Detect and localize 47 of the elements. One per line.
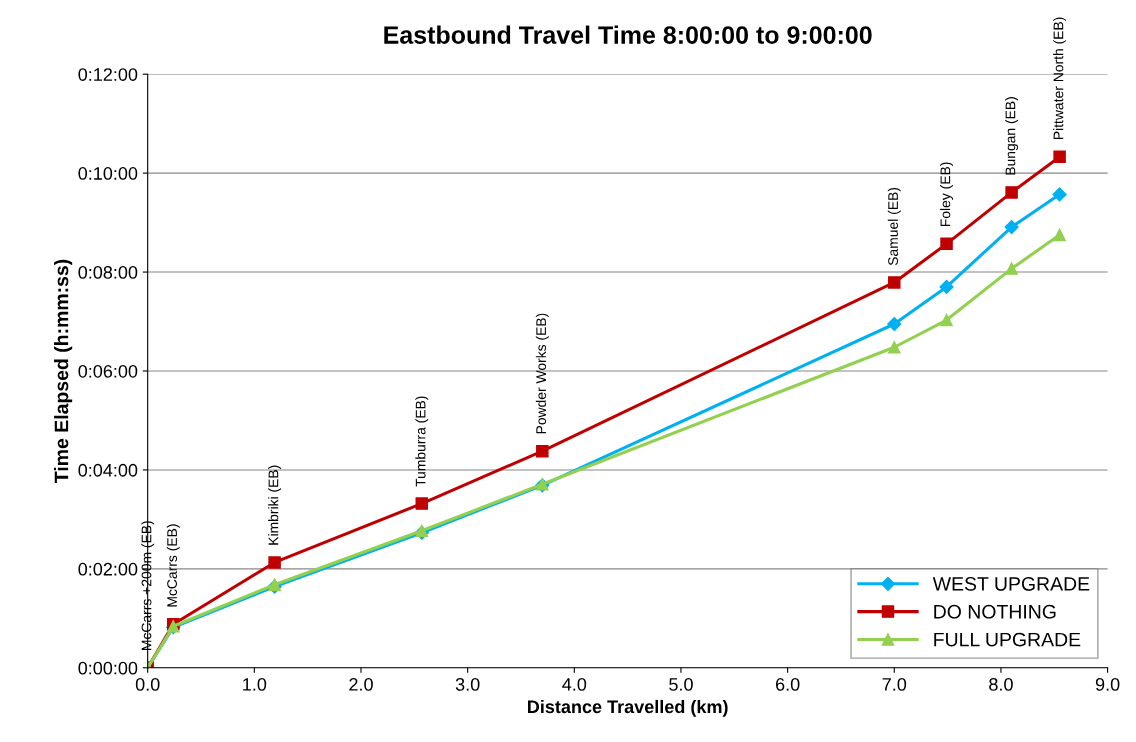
x-tick-label: 3.0 <box>455 678 480 691</box>
point <box>888 341 901 354</box>
legend-label: FULL UPGRADE <box>934 632 1081 647</box>
x-tick-label: 5.0 <box>669 678 693 691</box>
annotation: Powder Works (EB) <box>535 313 549 434</box>
point <box>1052 187 1067 202</box>
annotation: Kimbriki (EB) <box>268 465 282 545</box>
x-tick-label: 7.0 <box>882 678 907 691</box>
legend-label: WEST UPGRADE <box>932 576 1090 591</box>
annotation: Pittwater North (EB) <box>1053 17 1067 139</box>
point <box>887 316 902 332</box>
y-axis-title: Time Elapsed (h:mm:ss) <box>54 259 73 483</box>
point <box>1053 228 1066 242</box>
point <box>1005 186 1018 199</box>
chart-title: Eastbound Travel Time 8:00:00 to 9:00:00 <box>384 25 872 44</box>
annotation: McCarrs +200m (EB) <box>141 521 155 650</box>
point <box>888 276 901 289</box>
point <box>268 556 281 569</box>
y-tick-label: 0:00:00 <box>78 661 138 675</box>
point <box>415 497 429 510</box>
x-tick-label: 6.0 <box>775 678 800 691</box>
x-tick-label: 0.0 <box>135 678 160 691</box>
point <box>940 313 953 327</box>
x-tick-label: 8.0 <box>989 678 1013 691</box>
x-tick-label: 1.0 <box>243 678 267 691</box>
annotation: McCarrs (EB) <box>166 524 180 607</box>
x-axis-title: Distance Travelled (km) <box>528 699 728 717</box>
x-tick-label: 4.0 <box>562 678 587 691</box>
point <box>1053 150 1066 164</box>
annotation: Samuel (EB) <box>887 187 901 266</box>
y-tick-label: 0:04:00 <box>78 463 138 477</box>
y-tick-label: 0:10:00 <box>78 167 138 180</box>
x-tick-label: 2.0 <box>349 678 373 691</box>
point <box>1004 219 1019 235</box>
point <box>940 237 953 251</box>
annotation: Bungan (EB) <box>1005 97 1019 175</box>
point <box>939 279 954 294</box>
annotation: Tumburra (EB) <box>415 396 429 487</box>
point <box>536 444 549 458</box>
y-tick-label: 0:12:00 <box>78 68 138 81</box>
point <box>1005 262 1018 275</box>
annotation: Foley (EB) <box>940 162 954 227</box>
legend-label: DO NOTHING <box>934 604 1056 619</box>
y-tick-label: 0:06:00 <box>78 364 138 378</box>
y-tick-label: 0:08:00 <box>78 266 138 279</box>
y-tick-label: 0:02:00 <box>78 562 138 576</box>
x-tick-label: 9.0 <box>1095 678 1120 691</box>
